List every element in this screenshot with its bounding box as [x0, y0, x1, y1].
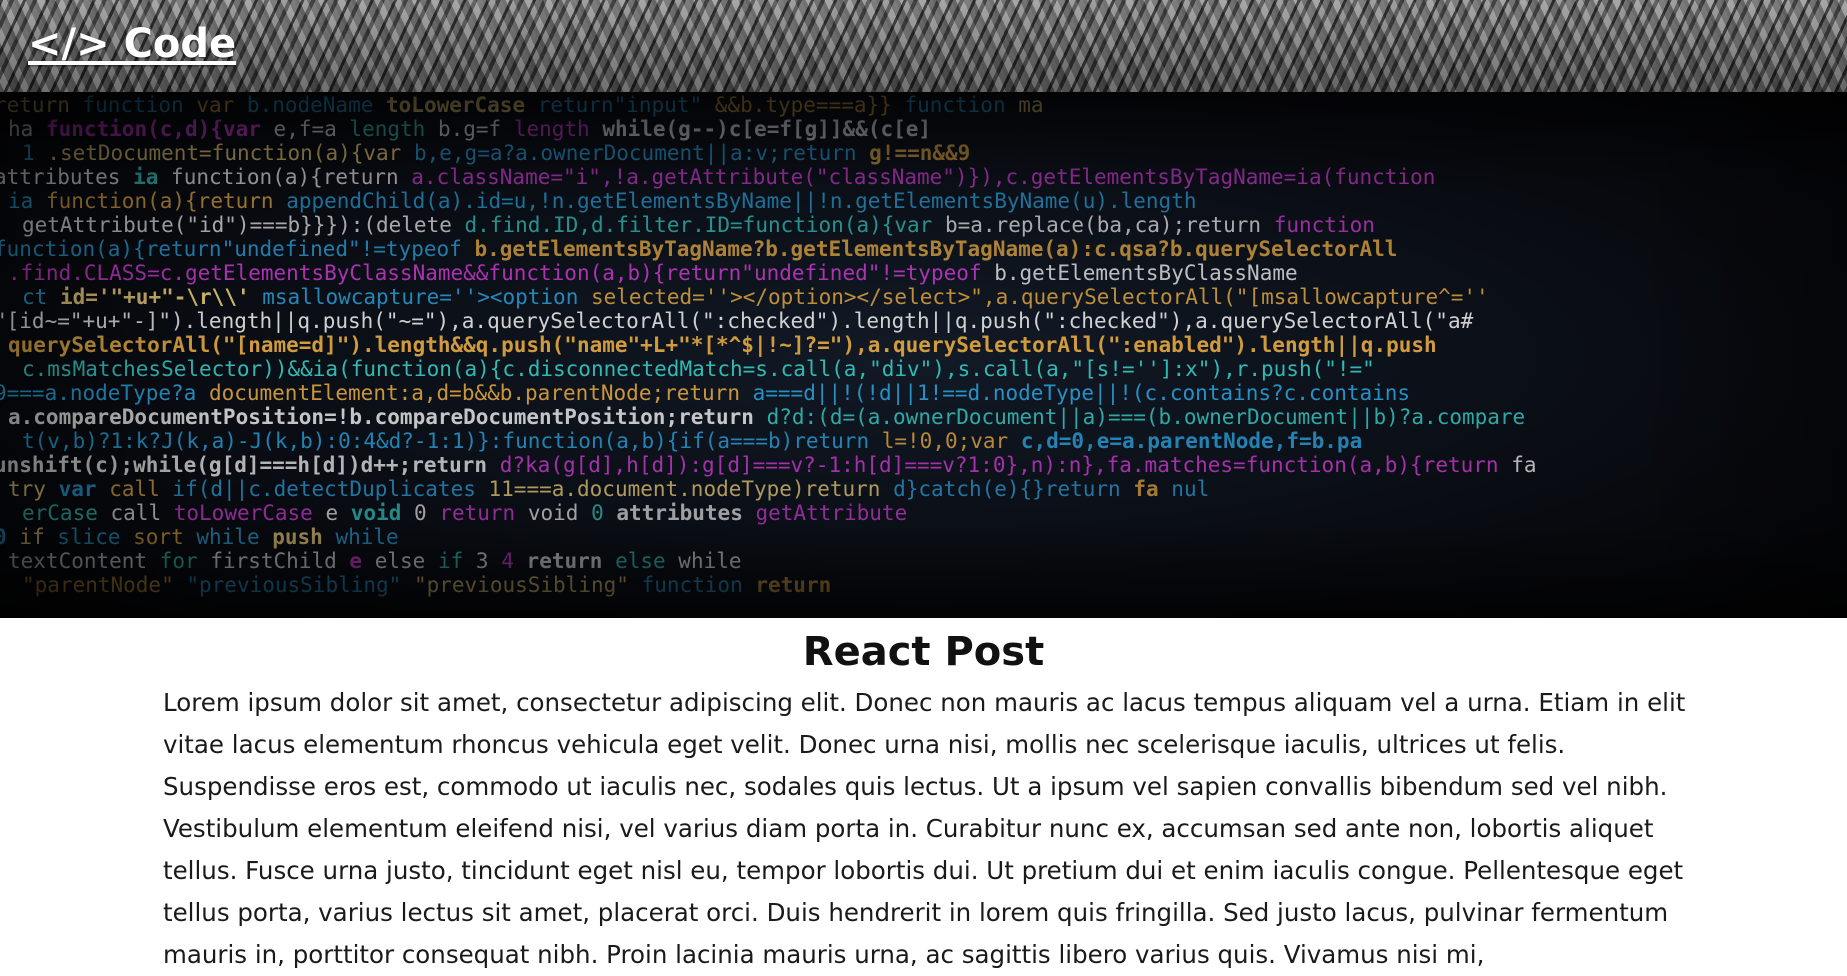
post-article: React Post Lorem ipsum dolor sit amet, c…	[0, 618, 1847, 976]
logo-link[interactable]: </> Code	[28, 21, 237, 67]
post-body: Lorem ipsum dolor sit amet, consectetur …	[163, 688, 1686, 969]
site-header: </> Code	[0, 0, 1847, 92]
code-screen-image: return function var b.nodeName toLowerCa…	[0, 92, 1847, 618]
hero-code-image: return function var b.nodeName toLowerCa…	[0, 92, 1847, 618]
post-title: React Post	[802, 629, 1045, 675]
